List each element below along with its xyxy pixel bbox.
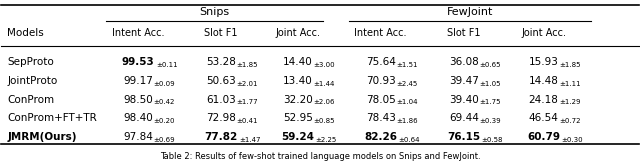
Text: ±0.69: ±0.69 [153, 137, 175, 143]
Text: 14.40: 14.40 [283, 57, 312, 67]
Text: ±1.44: ±1.44 [313, 81, 334, 87]
Text: ±2.25: ±2.25 [316, 137, 337, 143]
Text: ±0.11: ±0.11 [156, 62, 178, 68]
Text: 99.17: 99.17 [123, 76, 153, 86]
Text: ±1.85: ±1.85 [236, 62, 258, 68]
Text: 39.40: 39.40 [449, 95, 479, 105]
Text: 61.03: 61.03 [206, 95, 236, 105]
Text: 60.79: 60.79 [527, 132, 560, 142]
Text: ±1.85: ±1.85 [559, 62, 580, 68]
Text: ±1.11: ±1.11 [559, 81, 580, 87]
Text: ±1.86: ±1.86 [396, 118, 417, 124]
Text: 13.40: 13.40 [283, 76, 312, 86]
Text: 72.98: 72.98 [206, 113, 236, 123]
Text: Intent Acc.: Intent Acc. [112, 28, 164, 38]
Text: ±1.05: ±1.05 [479, 81, 500, 87]
Text: 59.24: 59.24 [281, 132, 314, 142]
Text: ±1.04: ±1.04 [396, 99, 417, 105]
Text: 52.95: 52.95 [283, 113, 312, 123]
Text: ±0.42: ±0.42 [153, 99, 175, 105]
Text: 78.05: 78.05 [366, 95, 396, 105]
Text: ±0.85: ±0.85 [313, 118, 335, 124]
Text: ConProm+FT+TR: ConProm+FT+TR [7, 113, 97, 123]
Text: ±1.51: ±1.51 [396, 62, 417, 68]
Text: Slot F1: Slot F1 [447, 28, 481, 38]
Text: ±0.39: ±0.39 [479, 118, 500, 124]
Text: ±1.77: ±1.77 [236, 99, 258, 105]
Text: 50.63: 50.63 [206, 76, 236, 86]
Text: FewJoint: FewJoint [447, 7, 493, 17]
Text: ±0.09: ±0.09 [153, 81, 175, 87]
Text: 76.15: 76.15 [447, 132, 480, 142]
Text: Slot F1: Slot F1 [204, 28, 238, 38]
Text: 75.64: 75.64 [365, 57, 396, 67]
Text: ±2.45: ±2.45 [396, 81, 417, 87]
Text: ConProm: ConProm [7, 95, 54, 105]
Text: 32.20: 32.20 [283, 95, 312, 105]
Text: 98.50: 98.50 [123, 95, 153, 105]
Text: 69.44: 69.44 [449, 113, 479, 123]
Text: 14.48: 14.48 [529, 76, 559, 86]
Text: JMRM(Ours): JMRM(Ours) [7, 132, 77, 142]
Text: ±1.75: ±1.75 [479, 99, 500, 105]
Text: Snips: Snips [200, 7, 230, 17]
Text: ±0.20: ±0.20 [153, 118, 175, 124]
Text: ±0.72: ±0.72 [559, 118, 580, 124]
Text: ±1.47: ±1.47 [239, 137, 260, 143]
Text: Joint Acc.: Joint Acc. [521, 28, 566, 38]
Text: 98.40: 98.40 [123, 113, 153, 123]
Text: 36.08: 36.08 [449, 57, 479, 67]
Text: ±3.00: ±3.00 [313, 62, 335, 68]
Text: ±0.30: ±0.30 [561, 137, 583, 143]
Text: JointProto: JointProto [7, 76, 58, 86]
Text: 53.28: 53.28 [206, 57, 236, 67]
Text: 99.53: 99.53 [122, 57, 154, 67]
Text: ±0.41: ±0.41 [236, 118, 258, 124]
Text: ±1.29: ±1.29 [559, 99, 580, 105]
Text: 46.54: 46.54 [529, 113, 559, 123]
Text: 78.43: 78.43 [365, 113, 396, 123]
Text: ±2.06: ±2.06 [313, 99, 335, 105]
Text: ±0.58: ±0.58 [482, 137, 503, 143]
Text: Table 2: Results of few-shot trained language models on Snips and FewJoint.: Table 2: Results of few-shot trained lan… [160, 152, 480, 161]
Text: 24.18: 24.18 [529, 95, 559, 105]
Text: Models: Models [7, 28, 44, 38]
Text: 82.26: 82.26 [364, 132, 397, 142]
Text: 39.47: 39.47 [449, 76, 479, 86]
Text: 70.93: 70.93 [366, 76, 396, 86]
Text: 77.82: 77.82 [204, 132, 237, 142]
Text: ±2.01: ±2.01 [236, 81, 258, 87]
Text: SepProto: SepProto [7, 57, 54, 67]
Text: Joint Acc.: Joint Acc. [275, 28, 320, 38]
Text: ±0.64: ±0.64 [399, 137, 420, 143]
Text: 97.84: 97.84 [123, 132, 153, 142]
Text: 15.93: 15.93 [529, 57, 559, 67]
Text: Intent Acc.: Intent Acc. [355, 28, 407, 38]
Text: ±0.65: ±0.65 [479, 62, 500, 68]
